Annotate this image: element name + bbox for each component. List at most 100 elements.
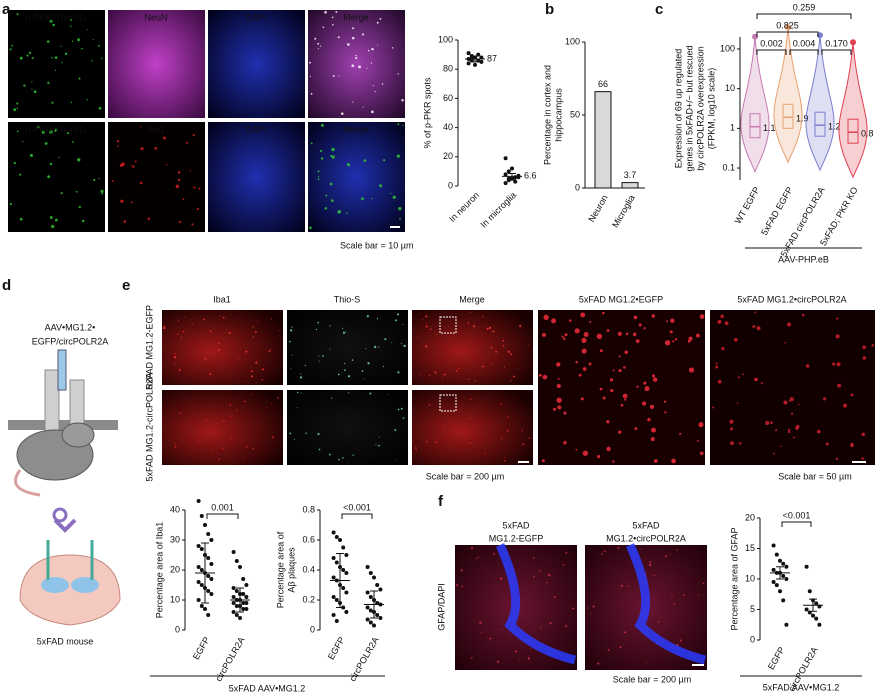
micrograph-speck: [695, 333, 700, 338]
micrograph-speck: [371, 47, 374, 51]
micrograph-speck: [500, 577, 503, 580]
micrograph-speck: [175, 184, 180, 189]
micrograph-speck: [619, 646, 622, 649]
data-point: [378, 616, 383, 620]
value-label: 1.9: [796, 114, 809, 124]
data-point: [331, 613, 336, 617]
micrograph-speck: [31, 57, 34, 60]
micrograph-speck: [651, 374, 656, 378]
micrograph-speck: [425, 440, 428, 443]
micrograph-speck: [610, 389, 614, 393]
y-tick-label: 80: [443, 64, 453, 74]
micrograph-speck: [538, 570, 541, 572]
micrograph-speck: [429, 374, 431, 377]
channel-label: DAPI: [245, 12, 266, 22]
data-point: [365, 590, 370, 595]
data-point: [244, 595, 249, 599]
data-point: [196, 565, 201, 569]
micrograph-speck: [330, 199, 334, 202]
micrograph-speck: [617, 546, 620, 549]
data-point: [375, 613, 380, 617]
micrograph-speck: [540, 627, 542, 629]
micrograph-speck: [698, 422, 704, 428]
data-point: [331, 556, 336, 560]
p-value: 0.825: [776, 20, 799, 30]
micrograph-speck: [98, 177, 100, 180]
micrograph-speck: [633, 315, 638, 320]
micrograph-speck: [318, 448, 321, 451]
micrograph-speck: [632, 332, 637, 337]
micrograph-speck: [533, 576, 535, 578]
micrograph-speck: [355, 57, 358, 60]
micrograph-speck: [270, 318, 273, 320]
y-tick-label: 0: [448, 180, 453, 190]
micrograph-speck: [86, 99, 88, 101]
micrograph-speck: [563, 441, 567, 445]
micrograph-speck: [495, 350, 497, 353]
data-point: [241, 601, 246, 605]
micrograph-speck: [519, 368, 521, 370]
micrograph-speck: [300, 373, 302, 375]
data-point: [513, 179, 518, 184]
micrograph-speck: [218, 349, 221, 351]
micrograph-speck: [22, 140, 24, 143]
micrograph-speck: [435, 441, 438, 444]
micrograph-speck: [116, 140, 120, 143]
data-point: [368, 620, 373, 625]
channel-label: DAPI: [245, 124, 266, 134]
micrograph-speck: [346, 212, 348, 214]
micrograph-speck: [396, 313, 400, 316]
data-point: [334, 535, 339, 539]
scale-bar: [390, 226, 400, 228]
micrograph-speck: [174, 353, 176, 355]
micrograph-speck: [91, 60, 93, 62]
micrograph-speck: [416, 450, 418, 452]
micrograph-speck: [583, 331, 589, 337]
micrograph-speck: [71, 40, 74, 42]
micrograph-speck: [402, 324, 404, 326]
micrograph-speck: [16, 130, 19, 133]
micrograph-speck: [513, 375, 516, 378]
data-point: [334, 560, 339, 565]
mouse-label: 5xFAD mouse: [37, 636, 94, 646]
micrograph-speck: [504, 456, 506, 458]
micrograph-speck: [268, 350, 271, 353]
micrograph-speck: [338, 75, 340, 77]
micrograph-speck: [352, 27, 355, 30]
micrograph-speck: [117, 145, 119, 148]
micrograph-speck: [315, 328, 318, 331]
panel-label: f: [438, 493, 444, 510]
micrograph-speck: [582, 367, 587, 371]
micrograph-speck: [47, 175, 51, 179]
data-point: [781, 561, 786, 566]
micrograph-speck: [41, 130, 46, 134]
micrograph-speck: [795, 426, 799, 430]
micrograph-speck: [792, 436, 795, 439]
micrograph-speck: [469, 417, 471, 419]
p-value: 0.170: [825, 38, 848, 48]
micrograph-speck: [351, 64, 355, 68]
data-point: [234, 604, 239, 608]
micrograph-speck: [317, 175, 320, 178]
y-tick-label: 0.2: [302, 594, 315, 604]
y-tick-label: 100: [565, 36, 580, 46]
x-tick-label: 5xFAD EGFP: [759, 185, 795, 237]
micrograph-speck: [329, 325, 331, 327]
micrograph-speck: [473, 325, 476, 328]
y-tick-label: 0: [310, 624, 315, 634]
column-label: 5xFAD: [502, 520, 530, 530]
micrograph-speck: [754, 377, 758, 381]
micrograph-speck: [736, 402, 739, 405]
data-point: [231, 595, 236, 599]
data-point: [199, 604, 204, 608]
micrograph-speck: [210, 449, 212, 452]
micrograph-speck: [370, 110, 374, 114]
panel-label: b: [545, 1, 554, 18]
data-point: [506, 176, 511, 181]
micrograph-speck: [620, 403, 624, 407]
channel-label: p-PKR(Thr451): [25, 12, 86, 22]
micrograph-speck: [230, 412, 232, 414]
micrograph-speck: [469, 442, 472, 444]
scale-bar-label: Scale bar = 200 µm: [426, 471, 504, 481]
micrograph-speck: [331, 155, 335, 159]
